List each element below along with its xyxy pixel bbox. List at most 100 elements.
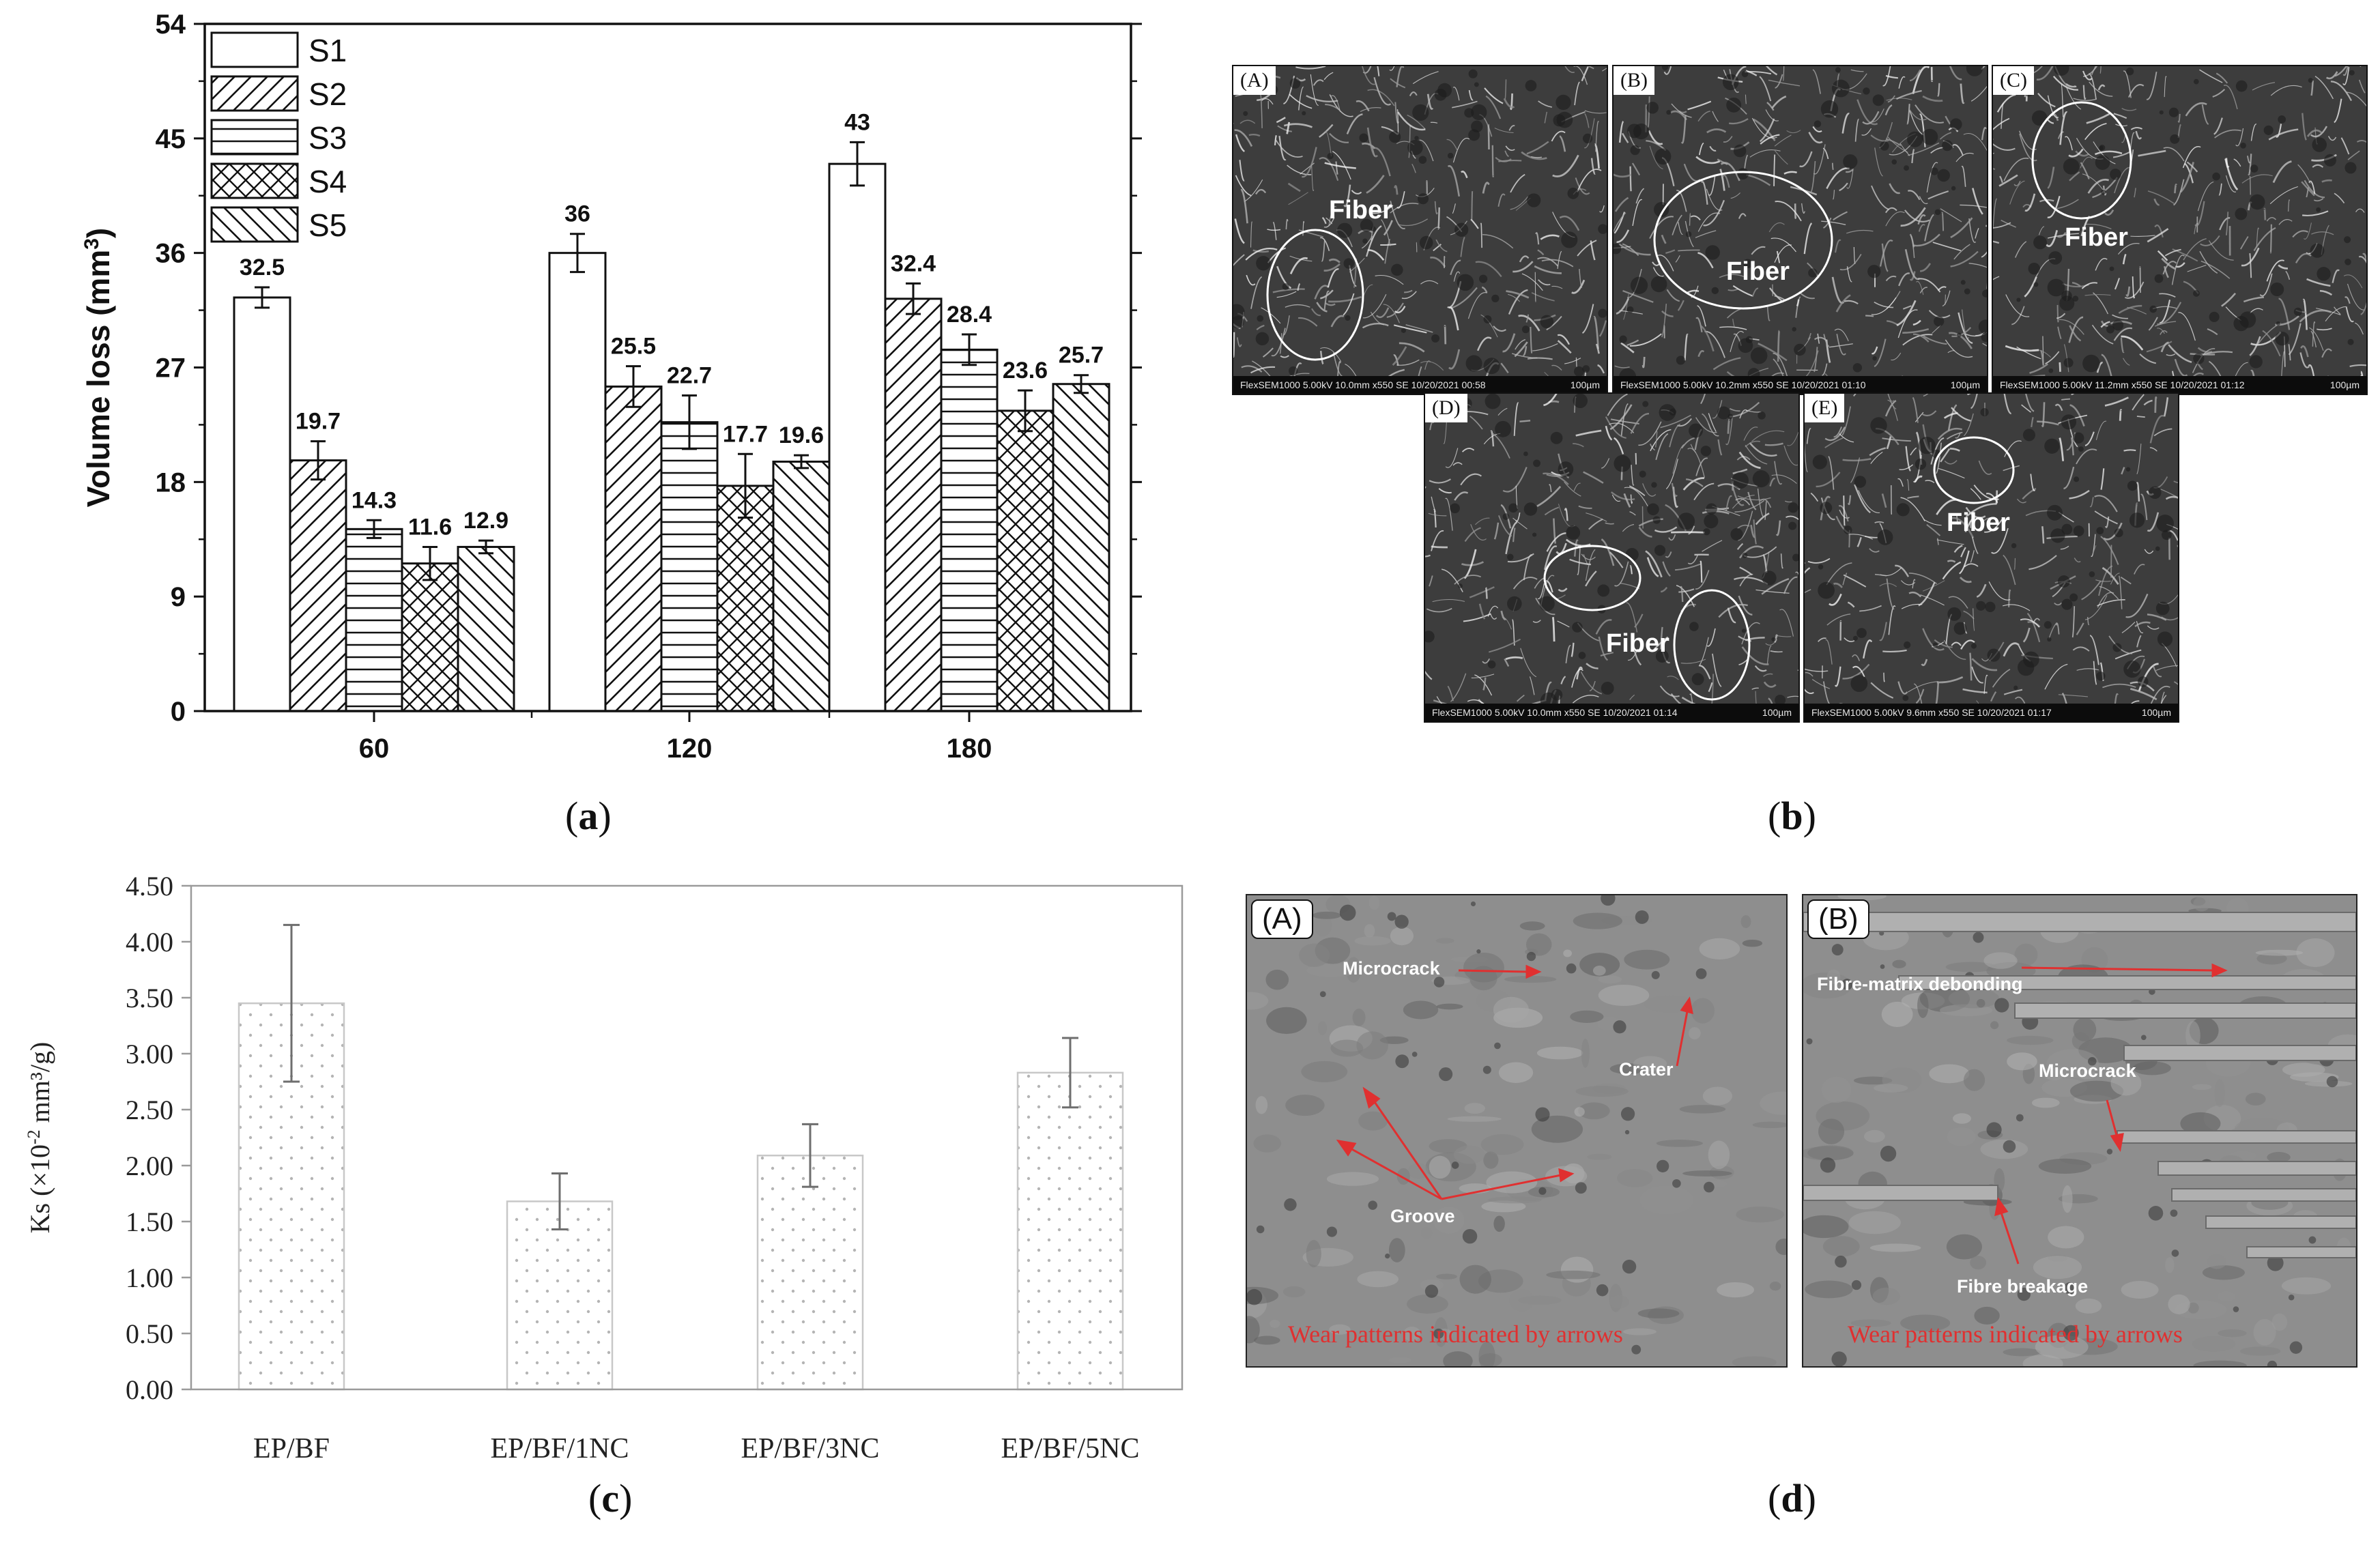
- texture-stroke: [1573, 482, 1581, 491]
- texture-stroke: [2087, 617, 2090, 626]
- texture-stroke: [1926, 523, 1941, 536]
- texture-blob: [1742, 939, 1763, 947]
- fiber-ellipse: [2031, 101, 2132, 220]
- texture-stroke: [1474, 674, 1493, 696]
- texture-stroke: [1842, 573, 1848, 586]
- texture-pit: [2061, 523, 2073, 535]
- texture-blob: [1285, 1095, 1325, 1116]
- texture-stroke: [1901, 580, 1916, 586]
- texture-blob: [1929, 1064, 1970, 1084]
- texture-stroke: [1871, 185, 1889, 210]
- texture-stroke: [1811, 678, 1831, 689]
- texture-stroke: [1429, 575, 1433, 587]
- texture-pit: [1655, 650, 1669, 663]
- texture-stroke: [2349, 364, 2366, 367]
- texture-stroke: [1321, 240, 1325, 262]
- panel-a: 0 9 18 27 36 45 54 Volume loss (mm3) 32.5 19.7 14.…: [0, 0, 1160, 805]
- texture-stroke: [1760, 498, 1772, 508]
- texture-pit: [2235, 80, 2248, 92]
- y-tick-label: 0: [171, 697, 186, 727]
- sem-texture: [1805, 394, 2178, 721]
- wear-letter: (B): [1807, 899, 1869, 939]
- texture-stroke: [1600, 652, 1614, 656]
- texture-stroke: [1764, 442, 1783, 446]
- texture-stroke: [1429, 421, 1435, 431]
- texture-stroke: [2096, 362, 2104, 373]
- texture-stroke: [1384, 238, 1391, 264]
- panel-c: 0.00 0.50 1.00 1.50 2.00 2.50 3.00 3.50 4.00 4.50…: [0, 846, 1201, 1495]
- texture-stroke: [1537, 257, 1559, 267]
- texture-stroke: [1950, 217, 1973, 239]
- texture-blob: [1805, 1280, 1853, 1299]
- texture-stroke: [1833, 582, 1844, 588]
- texture-stroke: [1736, 524, 1750, 530]
- texture-pit: [1507, 553, 1514, 561]
- texture-stroke: [1392, 346, 1407, 366]
- texture-blob: [2245, 1093, 2266, 1106]
- data-label: 22.7: [667, 363, 712, 389]
- texture-pit: [1792, 553, 1798, 562]
- texture-stroke: [1918, 224, 1925, 232]
- texture-stroke: [1725, 416, 1733, 446]
- texture-pit: [1678, 512, 1695, 530]
- texture-stroke: [2056, 313, 2066, 319]
- texture-stroke: [1351, 190, 1362, 194]
- texture-stroke: [1763, 681, 1777, 688]
- texture-stroke: [2221, 292, 2237, 307]
- texture-pit: [1630, 276, 1648, 294]
- texture-stroke: [1900, 207, 1926, 227]
- texture-pit: [1491, 294, 1500, 303]
- texture-stroke: [2278, 298, 2291, 330]
- texture-pit: [1538, 1187, 1547, 1195]
- texture-stroke: [1629, 485, 1646, 497]
- texture-pit: [1831, 79, 1850, 98]
- texture-pit: [1575, 1182, 1587, 1194]
- texture-stroke: [1661, 303, 1667, 338]
- texture-stroke: [1783, 576, 1798, 594]
- texture-stroke: [1700, 560, 1703, 583]
- texture-stroke: [1736, 543, 1744, 550]
- texture-blob: [1702, 1086, 1733, 1106]
- sem-texture: [1233, 66, 1607, 394]
- texture-stroke: [1906, 479, 1910, 491]
- texture-stroke: [2057, 326, 2062, 340]
- texture-stroke: [1828, 456, 1835, 490]
- texture-pit: [1978, 319, 1987, 334]
- texture-stroke: [2029, 363, 2049, 374]
- texture-pit: [1732, 472, 1749, 489]
- texture-stroke: [1865, 315, 1874, 317]
- texture-pit: [2316, 207, 2321, 212]
- texture-stroke: [1765, 109, 1779, 121]
- texture-stroke: [2024, 276, 2037, 298]
- texture-stroke: [1380, 243, 1396, 246]
- texture-stroke: [1888, 605, 1896, 635]
- texture-stroke: [1660, 414, 1691, 429]
- texture-stroke: [1399, 342, 1425, 353]
- texture-stroke: [1452, 100, 1478, 109]
- caption-d: (d): [1768, 1476, 1816, 1520]
- texture-stroke: [2177, 113, 2181, 123]
- texture-pit: [2072, 295, 2079, 302]
- texture-blob: [1282, 1286, 1306, 1298]
- texture-stroke: [1557, 340, 1572, 354]
- data-label: 32.5: [240, 255, 285, 280]
- texture-stroke: [1887, 394, 1895, 402]
- texture-stroke: [2091, 324, 2114, 345]
- texture-stroke: [2136, 620, 2144, 633]
- texture-stroke: [1467, 292, 1488, 319]
- texture-pit: [1465, 355, 1482, 372]
- texture-stroke: [2118, 304, 2142, 314]
- texture-pit: [2129, 512, 2145, 528]
- texture-stroke: [1328, 295, 1362, 303]
- sem-texture: [1993, 66, 2366, 394]
- texture-stroke: [1490, 430, 1495, 447]
- texture-pit: [1852, 635, 1858, 641]
- texture-stroke: [2030, 474, 2036, 491]
- texture-blob: [2192, 1084, 2212, 1091]
- y-tick-label: 3.00: [126, 1039, 173, 1069]
- texture-stroke: [2262, 330, 2281, 357]
- texture-stroke: [1862, 111, 1880, 125]
- texture-stroke: [1808, 132, 1823, 144]
- texture-pit: [2050, 528, 2065, 543]
- y-tick-label: 2.50: [126, 1095, 173, 1125]
